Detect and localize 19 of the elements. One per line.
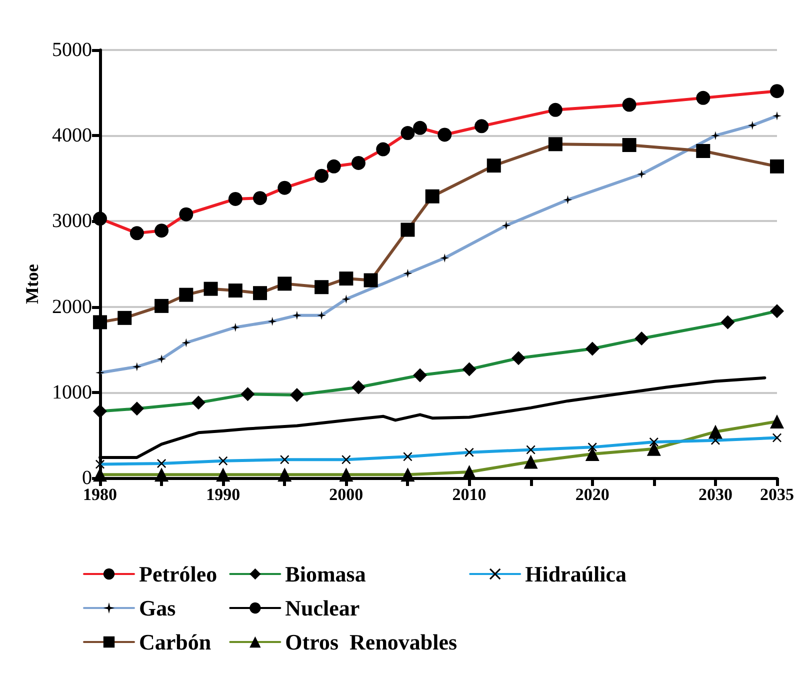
y-tick-label: 2000 [52, 296, 92, 318]
x-tick-label: 2000 [329, 485, 364, 504]
x-tick-label: 2035 [760, 485, 794, 504]
legend-label: Gas [139, 596, 176, 620]
legend-label: Hidraúlica [525, 562, 627, 586]
x-tick-label: 2020 [575, 485, 610, 504]
y-tick-label: 5000 [52, 39, 92, 61]
legend-label: Petróleo [139, 562, 218, 586]
y-axis-title: Mtoe [22, 264, 42, 304]
y-tick-label: 1000 [52, 381, 92, 404]
x-tick-label: 2010 [452, 485, 486, 504]
x-tick-label: 1990 [206, 485, 240, 504]
legend-label: Carbón [139, 630, 212, 654]
y-tick-label: 4000 [52, 124, 92, 147]
legend-label: Otros Renovables [285, 630, 458, 654]
y-tick-label: 3000 [52, 210, 92, 232]
x-tick-label: 2030 [698, 485, 732, 504]
legend-label: Biomasa [285, 562, 366, 586]
legend-label: Nuclear [285, 596, 360, 620]
